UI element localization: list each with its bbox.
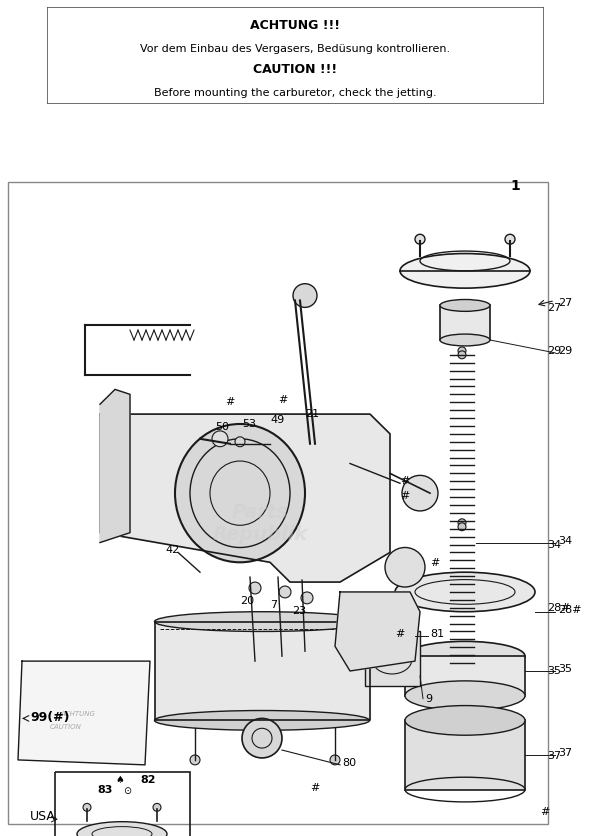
Text: 37: 37 <box>558 747 572 757</box>
Circle shape <box>402 476 438 512</box>
Bar <box>365 632 420 686</box>
Text: 81: 81 <box>430 629 444 639</box>
Text: #: # <box>225 397 235 407</box>
Bar <box>55 772 190 836</box>
Text: #: # <box>310 782 319 792</box>
Text: 34: 34 <box>558 535 572 545</box>
Text: 82: 82 <box>140 774 155 783</box>
Text: 83: 83 <box>97 783 112 793</box>
Text: Vor dem Einbau des Vergasers, Bedüsung kontrollieren.: Vor dem Einbau des Vergasers, Bedüsung k… <box>141 43 450 54</box>
Ellipse shape <box>154 612 369 632</box>
Text: 53: 53 <box>242 419 256 428</box>
Text: 29: 29 <box>547 345 561 355</box>
Polygon shape <box>100 390 130 543</box>
Circle shape <box>458 351 466 359</box>
Circle shape <box>235 437 245 447</box>
Circle shape <box>190 755 200 765</box>
Polygon shape <box>18 661 150 765</box>
Text: ♠: ♠ <box>115 774 124 783</box>
Ellipse shape <box>405 681 525 711</box>
FancyBboxPatch shape <box>47 8 544 104</box>
Bar <box>440 306 490 340</box>
Ellipse shape <box>405 706 525 736</box>
Text: USA: USA <box>30 809 56 823</box>
Text: ACHTUNG: ACHTUNG <box>60 711 95 716</box>
Text: 23: 23 <box>292 605 306 615</box>
Circle shape <box>293 284 317 308</box>
Text: 9: 9 <box>425 693 432 703</box>
Ellipse shape <box>154 711 369 731</box>
Circle shape <box>415 235 425 245</box>
Circle shape <box>83 803 91 811</box>
Circle shape <box>353 605 397 649</box>
Text: #: # <box>430 558 439 568</box>
Text: ⊙: ⊙ <box>123 785 131 794</box>
Circle shape <box>242 719 282 758</box>
Text: 42: 42 <box>165 545 179 555</box>
Text: 28#: 28# <box>547 602 571 612</box>
Text: 27: 27 <box>558 298 572 308</box>
Ellipse shape <box>395 573 535 612</box>
Circle shape <box>279 586 291 599</box>
Bar <box>405 721 525 790</box>
Text: #: # <box>400 491 410 501</box>
Text: 29: 29 <box>558 345 572 355</box>
Polygon shape <box>155 622 370 721</box>
Circle shape <box>212 431 228 447</box>
Circle shape <box>505 235 515 245</box>
Bar <box>8 183 548 824</box>
Text: 35: 35 <box>558 663 572 673</box>
Text: 80: 80 <box>342 757 356 767</box>
Text: Before mounting the carburetor, check the jetting.: Before mounting the carburetor, check th… <box>154 88 437 98</box>
Circle shape <box>153 803 161 811</box>
Text: #: # <box>278 395 287 405</box>
Ellipse shape <box>175 425 305 563</box>
Ellipse shape <box>405 641 525 671</box>
Circle shape <box>458 348 466 355</box>
Text: 27: 27 <box>547 303 561 313</box>
Ellipse shape <box>440 334 490 346</box>
Text: CAUTION !!!: CAUTION !!! <box>254 64 337 76</box>
Text: 1: 1 <box>510 179 519 192</box>
Circle shape <box>249 583 261 594</box>
Polygon shape <box>100 415 390 583</box>
Text: 7: 7 <box>270 599 277 609</box>
Ellipse shape <box>440 300 490 312</box>
Text: 49: 49 <box>270 415 284 425</box>
Circle shape <box>301 592 313 604</box>
Text: CAUTION: CAUTION <box>50 723 82 730</box>
Text: ACHTUNG !!!: ACHTUNG !!! <box>251 19 340 32</box>
Text: #: # <box>395 629 404 639</box>
Ellipse shape <box>400 254 530 288</box>
Text: 34: 34 <box>547 540 561 550</box>
Circle shape <box>458 519 466 528</box>
Text: 28#: 28# <box>558 604 582 614</box>
Text: 21: 21 <box>305 409 319 419</box>
Text: 99(#): 99(#) <box>30 711 70 723</box>
Text: #: # <box>540 806 550 816</box>
Text: 37: 37 <box>547 750 561 760</box>
Text: Parts
Republik: Parts Republik <box>212 502 308 543</box>
Bar <box>405 656 525 696</box>
Ellipse shape <box>77 822 167 836</box>
Circle shape <box>385 548 425 588</box>
Text: #: # <box>400 476 410 486</box>
Circle shape <box>458 523 466 531</box>
Polygon shape <box>335 592 420 671</box>
Text: 35: 35 <box>547 665 561 675</box>
Circle shape <box>330 755 340 765</box>
Text: 20: 20 <box>240 595 254 605</box>
Text: 50: 50 <box>215 421 229 431</box>
